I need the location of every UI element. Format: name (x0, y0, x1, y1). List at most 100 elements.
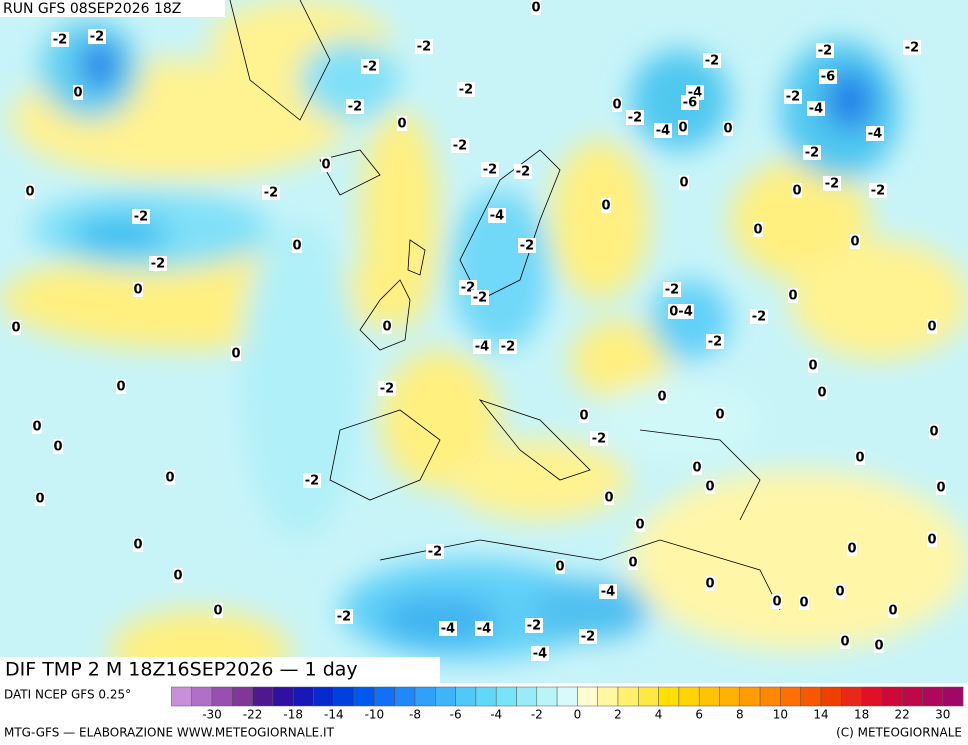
legend-tick-label: -22 (243, 708, 263, 722)
contour-label: -2 (805, 146, 819, 161)
contour-label: -6 (683, 96, 697, 111)
legend-swatch (800, 686, 822, 707)
contour-label-bg (903, 40, 921, 55)
legend-swatch (678, 686, 700, 707)
legend-swatch (942, 686, 964, 707)
contour-label: 0 (382, 320, 391, 335)
contour-label-bg (133, 537, 143, 552)
contour-label-bg (303, 473, 321, 488)
contour-label: -2 (380, 382, 394, 397)
contour-label-bg (579, 629, 597, 644)
contour-label-bg (807, 101, 825, 116)
contour-label-bg (262, 185, 280, 200)
contour-label: 0 (397, 117, 406, 132)
legend-swatch (719, 686, 741, 707)
legend-swatch (333, 686, 355, 707)
contour-label: 0 (808, 359, 817, 374)
contour-label: 0 (715, 408, 724, 423)
contour-label: -6 (821, 70, 835, 85)
source-label: DATI NCEP GFS 0.25° (4, 688, 131, 702)
legend-swatch (435, 686, 456, 707)
contour-label-bg (750, 309, 768, 324)
contour-label: 0 (555, 560, 564, 575)
contour-label: 0 (850, 235, 859, 250)
legend-tick-label: 6 (695, 708, 703, 722)
contour-label-bg (663, 282, 681, 297)
contour-label-bg (133, 282, 143, 297)
contour-label-bg (855, 450, 865, 465)
contour-label: -2 (134, 210, 148, 225)
legend-tick-label: -4 (490, 708, 502, 722)
contour-label-bg (88, 29, 106, 44)
contour-label-bg (132, 209, 150, 224)
title-box (0, 657, 440, 684)
contour-label-bg (397, 116, 407, 131)
contour-label-bg (116, 379, 126, 394)
contour-label-bg (361, 59, 379, 74)
contour-label: -2 (581, 630, 595, 645)
contour-label: -2 (628, 111, 642, 126)
contour-label-bg (378, 381, 396, 396)
contour-label: -2 (786, 90, 800, 105)
contour-label-bg (927, 319, 937, 334)
legend-tick-label: 14 (813, 708, 828, 722)
contour-label: -2 (305, 474, 319, 489)
contour-label-bg (835, 584, 845, 599)
contour-label: -4 (475, 340, 489, 355)
contour-label-bg (869, 183, 887, 198)
contour-label: 0 (835, 585, 844, 600)
contour-label-bg (706, 334, 724, 349)
contour-label: -2 (905, 41, 919, 56)
legend-swatch (516, 686, 538, 707)
contour-label: -2 (516, 165, 530, 180)
contour-label: -2 (871, 184, 885, 199)
contour-label: 0 (788, 289, 797, 304)
contour-label-bg (514, 164, 532, 179)
legend-tick-label: -6 (450, 708, 462, 722)
contour-label-bg (213, 603, 223, 618)
contour-label-bg (936, 480, 946, 495)
footer-right: (C) METEOGIORNALE (836, 726, 962, 740)
contour-label-bg (599, 584, 617, 599)
contour-label-bg (788, 288, 798, 303)
legend-swatch (252, 686, 274, 707)
contour-label-bg (715, 407, 725, 422)
contour-label: -4 (490, 209, 504, 224)
contour-label: -2 (501, 340, 515, 355)
legend-swatch (353, 686, 375, 707)
contour-label: 0 (53, 440, 62, 455)
legend-swatch (577, 686, 598, 707)
legend-tick-label: -18 (283, 708, 303, 722)
legend-swatch (556, 686, 578, 707)
contour-label: -2 (592, 432, 606, 447)
contour-label: 0 (705, 577, 714, 592)
contour-label-bg (149, 256, 167, 271)
contour-label-bg (799, 595, 809, 610)
contour-label-bg (628, 555, 638, 570)
contour-label-bg (772, 594, 782, 609)
contour-label: 0 (679, 176, 688, 191)
contour-label-bg (471, 290, 489, 305)
legend-swatch (739, 686, 761, 707)
legend-tick-label: 18 (854, 708, 869, 722)
contour-label: 0 (32, 420, 41, 435)
contour-label-bg (11, 320, 21, 335)
contour-labels: -2 -2 0 -2 -2 -2 0 -2 -2 0 0 -2 -2 0 -2 0 0 0 0 -2 0 0 0 0 -2 0 0 0… (11, 0, 946, 662)
contour-label: 0 (874, 639, 883, 654)
legend-tick-label: 22 (895, 708, 910, 722)
contour-label-bg (847, 541, 857, 556)
legend-swatch (292, 686, 314, 707)
legend-swatch (698, 686, 720, 707)
contour-label-bg (819, 69, 837, 84)
legend-tick-label: -2 (531, 708, 543, 722)
legend-swatch (414, 686, 436, 707)
legend-swatch (374, 686, 395, 707)
contour-label-bg (439, 621, 457, 636)
contour-label: -2 (264, 186, 278, 201)
contour-label: 0 (927, 320, 936, 335)
contour-label-bg (32, 419, 42, 434)
contour-label-bg (499, 339, 517, 354)
contour-label-bg (292, 238, 302, 253)
legend-tick-label: 8 (736, 708, 744, 722)
